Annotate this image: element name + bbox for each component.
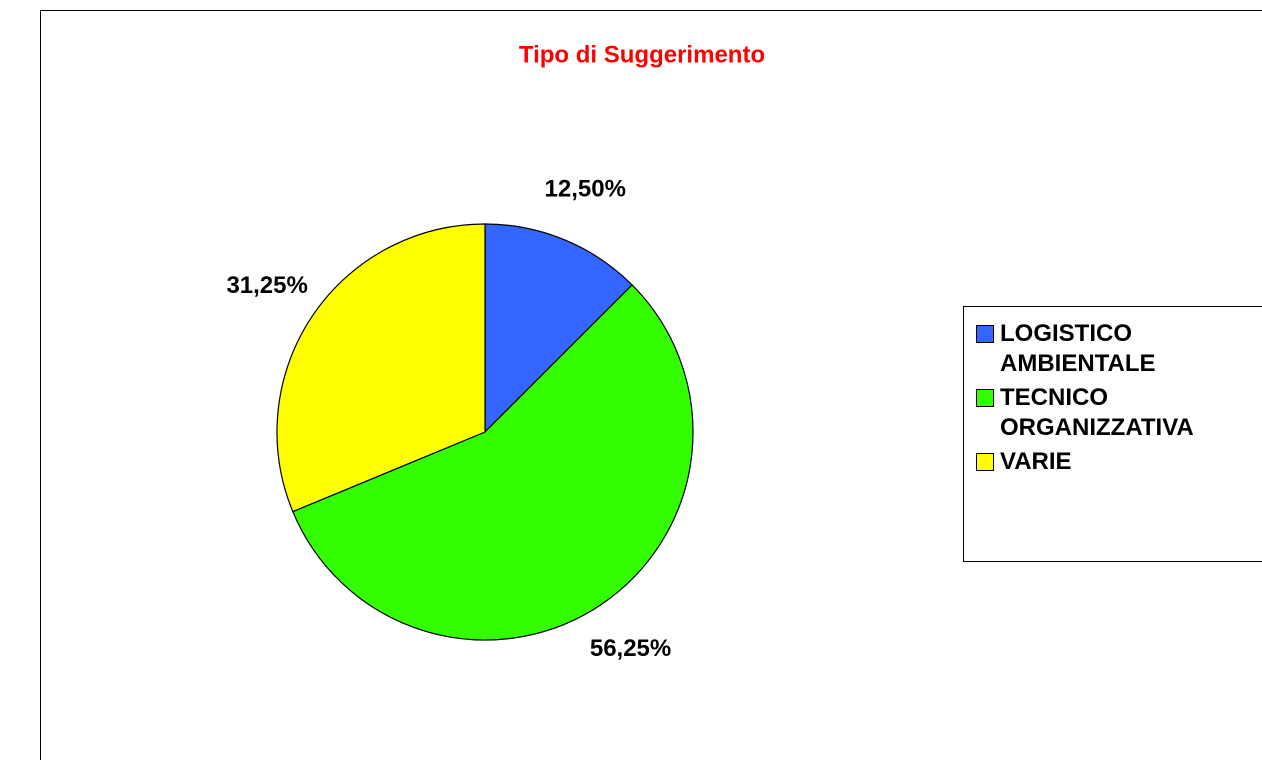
legend-label: VARIE [1000, 448, 1072, 475]
legend-swatch [976, 389, 994, 407]
legend-item: VARIE [976, 447, 1262, 477]
legend: LOGISTICO AMBIENTALE TECNICO ORGANIZZATIV… [963, 306, 1262, 562]
legend-swatch [976, 325, 994, 343]
legend-label: TECNICO ORGANIZZATIVA [1000, 384, 1194, 441]
legend-item: LOGISTICO AMBIENTALE [976, 319, 1262, 379]
pie-slice [292, 284, 694, 641]
pie-slice [276, 223, 486, 513]
legend-swatch [976, 453, 994, 471]
pie-slice [484, 223, 633, 434]
data-label: 56,25% [590, 635, 671, 662]
data-label: 31,25% [226, 272, 307, 299]
legend-label: LOGISTICO AMBIENTALE [1000, 320, 1156, 377]
legend-item: TECNICO ORGANIZZATIVA [976, 383, 1262, 443]
chart-title: Tipo di Suggerimento [519, 41, 765, 68]
data-label: 12,50% [545, 175, 626, 202]
